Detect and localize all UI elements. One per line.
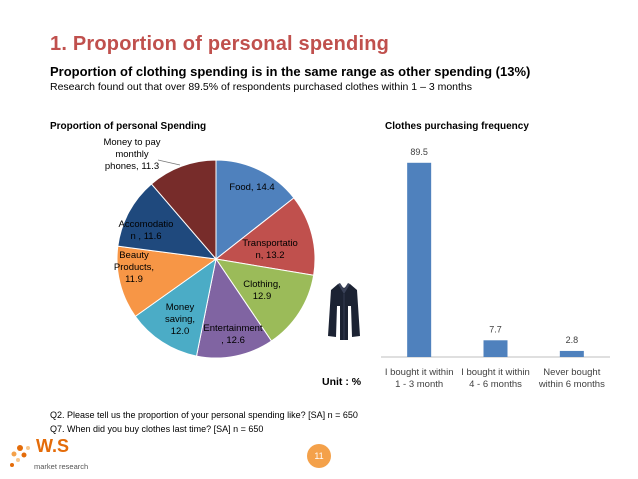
bar-category-label: Never bought within 6 months	[538, 367, 605, 390]
bar-value-label: 2.8	[566, 335, 579, 345]
pie-slice	[150, 159, 217, 261]
pie-leader-line	[157, 159, 181, 166]
pie-slice-label: Beauty Products, 11.9	[114, 250, 154, 285]
logo-subtext: market research	[34, 462, 89, 471]
unit-label: Unit : %	[322, 376, 362, 388]
bar	[483, 340, 508, 357]
pie-slice	[215, 159, 295, 261]
shirt-icon	[328, 283, 360, 340]
bar-chart-title: Clothes purchasing frequency	[385, 121, 529, 132]
logo-text: W.S	[36, 436, 70, 456]
bar-value-label: 7.7	[489, 324, 502, 334]
pie-slice	[214, 258, 315, 342]
page-number: 11	[307, 444, 331, 468]
note-q7: Q7. When did you buy clothes last time? …	[50, 424, 264, 434]
bar-chart: 89.5 I bought it within 1 - 3 month 7.7 I bo…	[381, 147, 610, 390]
pie-slice-label: Money saving, 12.0	[165, 302, 195, 337]
pie-chart-title: Proportion of personal Spending	[50, 121, 207, 132]
pie-slice	[117, 183, 218, 260]
logo-flower-icon	[10, 445, 30, 467]
bar-category-label: I bought it within 4 - 6 months	[461, 367, 530, 390]
pie-slice	[195, 257, 273, 359]
pie-slice	[214, 197, 316, 276]
note-q2: Q2. Please tell us the proportion of you…	[50, 410, 358, 420]
pie-slice-label: Accomodatio n , 11.6	[119, 219, 174, 242]
pie-chart: Food, 14.4 Transportatio n, 13.2 Clothing, 1…	[103, 137, 316, 359]
pie-slice-label: Entertainment, 12.6	[203, 323, 263, 346]
pie-slice-label: Clothing, 12.9	[243, 279, 281, 302]
pie-slice-label: Transportatio n, 13.2	[242, 238, 298, 261]
bar-category-label: I bought it within 1 - 3 month	[385, 367, 454, 390]
pie-slice	[116, 245, 218, 318]
bar	[559, 350, 584, 357]
page-description: Research found out that over 89.5% of re…	[50, 81, 473, 93]
bar	[407, 162, 432, 357]
pie-slice	[134, 257, 217, 357]
page-subtitle: Proportion of clothing spending is in th…	[50, 64, 531, 79]
pie-slice-label: Food, 14.4	[229, 182, 274, 193]
bar-value-label: 89.5	[410, 147, 428, 157]
page-title: 1. Proportion of personal spending	[50, 33, 390, 55]
pie-slice-label: Money to pay monthly phones, 11.3	[103, 137, 160, 172]
